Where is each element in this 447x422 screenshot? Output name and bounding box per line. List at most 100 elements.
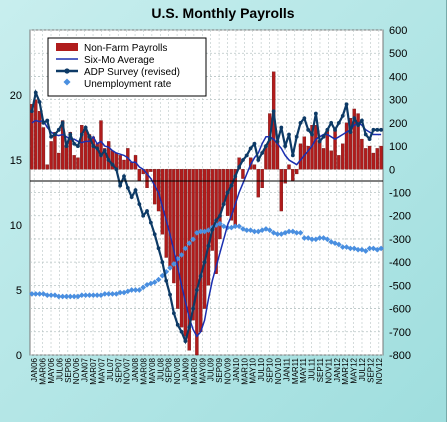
payroll-bar <box>256 169 260 198</box>
legend-swatch-bars <box>56 43 78 51</box>
unemployment-point <box>90 292 97 299</box>
adp-point <box>352 116 357 121</box>
payroll-bar <box>64 145 69 170</box>
adp-point <box>375 127 380 132</box>
adp-point <box>53 132 57 137</box>
unemployment-point <box>274 231 281 237</box>
adp-point <box>110 162 115 167</box>
payroll-bar <box>172 169 176 284</box>
x-tick-label: JUL11 <box>308 357 317 380</box>
unemployment-point <box>140 284 147 291</box>
adp-point <box>371 127 376 132</box>
unemployment-point <box>251 228 258 235</box>
legend-label-adp: ADP Survey (revised) <box>84 67 180 78</box>
adp-point <box>171 311 176 316</box>
payroll-bar <box>76 157 80 170</box>
adp-point <box>76 144 80 148</box>
adp-point <box>141 213 146 218</box>
x-tick-label: JAN10 <box>232 357 241 382</box>
x-tick-label: MAR07 <box>89 357 98 384</box>
adp-point <box>33 90 38 95</box>
payroll-bar <box>145 169 149 189</box>
x-tick-label: JAN11 <box>282 357 291 381</box>
unemployment-point <box>336 241 342 248</box>
adp-point <box>45 118 50 123</box>
unemployment-point <box>293 229 300 236</box>
unemployment-point <box>151 279 158 286</box>
unemployment-point <box>63 293 70 300</box>
legend-label-bars: Non-Farm Payrolls <box>84 43 167 54</box>
payroll-bar <box>252 164 257 170</box>
x-tick-label: MAR06 <box>39 357 48 384</box>
payroll-bar <box>187 169 191 351</box>
adp-point <box>252 141 257 146</box>
x-tick-label: JAN06 <box>30 357 39 382</box>
payroll-bar <box>164 169 168 258</box>
unemployment-point <box>286 228 292 235</box>
payroll-bar <box>80 125 84 170</box>
x-tick-label: JAN09 <box>181 357 190 382</box>
adp-point <box>237 165 242 169</box>
unemployment-point <box>316 235 323 241</box>
x-tick-label: MAY12 <box>350 357 359 383</box>
adp-point <box>294 134 299 139</box>
payroll-bar <box>34 99 38 170</box>
adp-point <box>336 120 341 125</box>
adp-point <box>183 339 188 343</box>
payroll-bar <box>137 169 142 182</box>
payroll-bar <box>199 169 203 332</box>
adp-point <box>225 190 230 195</box>
unemployment-point <box>266 227 273 234</box>
payroll-bar <box>260 169 264 189</box>
adp-point <box>145 209 149 213</box>
x-tick-label: MAR09 <box>190 357 199 384</box>
adp-point <box>367 137 372 142</box>
adp-point <box>202 260 207 265</box>
unemployment-point <box>101 291 108 297</box>
payroll-bar <box>218 169 222 240</box>
payroll-bar <box>291 169 295 182</box>
x-tick-label: MAY10 <box>249 357 258 383</box>
unemployment-point <box>217 220 223 227</box>
unemployment-point <box>309 236 315 243</box>
unemployment-point <box>190 236 196 243</box>
unemployment-point <box>297 229 304 236</box>
adp-point <box>68 132 73 137</box>
adp-point <box>187 325 192 330</box>
adp-point <box>137 202 142 207</box>
unemployment-point <box>78 292 85 299</box>
adp-point <box>191 306 195 311</box>
unemployment-point <box>167 265 173 271</box>
unemployment-point <box>155 276 162 283</box>
right-tick-label: 100 <box>389 141 407 153</box>
right-axis-ticks: -800 -700 -600 -500 -400 -300 -200 -100 0 100 200 3… <box>389 25 411 362</box>
left-tick-label: 15 <box>10 155 22 167</box>
left-tick-label: 10 <box>10 220 22 232</box>
adp-point <box>221 202 226 207</box>
payroll-bar <box>321 148 326 170</box>
payroll-bar <box>53 131 57 170</box>
adp-point <box>302 116 307 121</box>
x-tick-label: NOV11 <box>324 357 333 383</box>
adp-point <box>363 132 368 137</box>
adp-point <box>30 109 34 114</box>
payroll-bar <box>333 129 337 170</box>
adp-point <box>41 120 46 125</box>
payroll-bar <box>206 169 211 286</box>
right-tick-label: 400 <box>389 71 407 83</box>
adp-point <box>160 260 165 265</box>
unemployment-point <box>186 240 193 247</box>
x-tick-label: JAN12 <box>333 357 342 382</box>
unemployment-point <box>171 261 177 267</box>
unemployment-point <box>182 245 189 252</box>
unemployment-point <box>128 287 135 293</box>
adp-point <box>329 120 334 125</box>
adp-point <box>356 123 360 128</box>
unemployment-point <box>132 287 139 293</box>
left-axis-ticks: 0 5 10 15 20 <box>10 90 22 362</box>
payroll-bars <box>30 71 383 356</box>
payroll-bar <box>241 169 245 179</box>
adp-point <box>114 167 119 172</box>
payroll-bar <box>314 125 318 170</box>
